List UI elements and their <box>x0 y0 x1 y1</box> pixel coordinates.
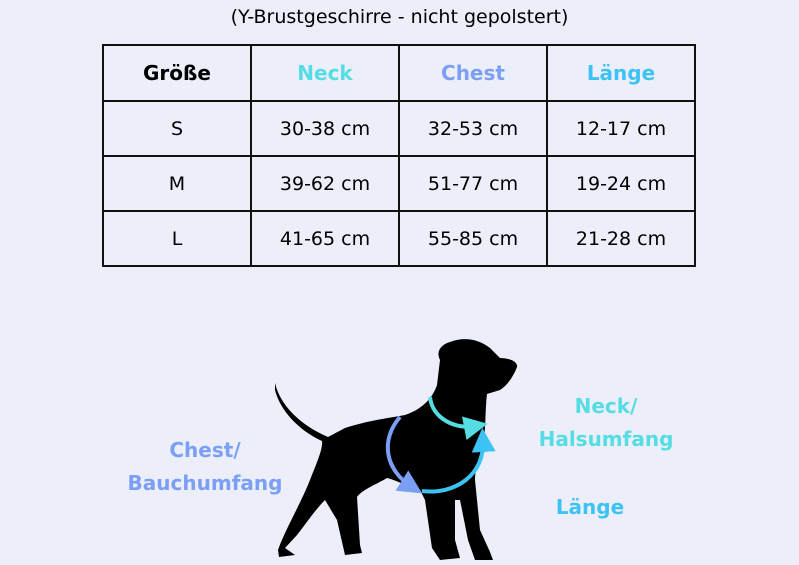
cell-size: L <box>102 210 252 267</box>
cell-neck: 41-65 cm <box>250 210 400 267</box>
header-length: Länge <box>546 44 696 102</box>
length-label: Länge <box>555 495 625 519</box>
table-row: L 41-65 cm 55-85 cm 21-28 cm <box>102 210 696 267</box>
cell-length: 12-17 cm <box>546 100 696 157</box>
chest-label: Chest/ Bauchumfang <box>105 434 305 500</box>
chart-subtitle: (Y-Brustgeschirre - nicht gepolstert) <box>230 6 569 28</box>
table-row: M 39-62 cm 51-77 cm 19-24 cm <box>102 155 696 212</box>
table-row: S 30-38 cm 32-53 cm 12-17 cm <box>102 100 696 157</box>
cell-neck: 30-38 cm <box>250 100 400 157</box>
cell-size: S <box>102 100 252 157</box>
cell-chest: 55-85 cm <box>398 210 548 267</box>
length-arrow-icon <box>421 428 496 494</box>
neck-arrow-icon <box>428 396 488 441</box>
header-neck: Neck <box>250 44 400 102</box>
neck-label-line2: Halsumfang <box>538 427 674 451</box>
chest-label-line2: Bauchumfang <box>127 471 283 495</box>
cell-neck: 39-62 cm <box>250 155 400 212</box>
cell-length: 19-24 cm <box>546 155 696 212</box>
cell-size: M <box>102 155 252 212</box>
header-size: Größe <box>102 44 252 102</box>
neck-label: Neck/ Halsumfang <box>506 390 706 456</box>
table-header-row: Größe Neck Chest Länge <box>102 44 696 102</box>
cell-chest: 32-53 cm <box>398 100 548 157</box>
size-table: Größe Neck Chest Länge S 30-38 cm 32-53 … <box>102 44 696 267</box>
chest-label-line1: Chest/ <box>169 438 241 462</box>
neck-label-line1: Neck/ <box>574 394 638 418</box>
dog-silhouette <box>275 339 518 560</box>
cell-chest: 51-77 cm <box>398 155 548 212</box>
chest-arrow-icon <box>385 415 423 494</box>
header-chest: Chest <box>398 44 548 102</box>
cell-length: 21-28 cm <box>546 210 696 267</box>
